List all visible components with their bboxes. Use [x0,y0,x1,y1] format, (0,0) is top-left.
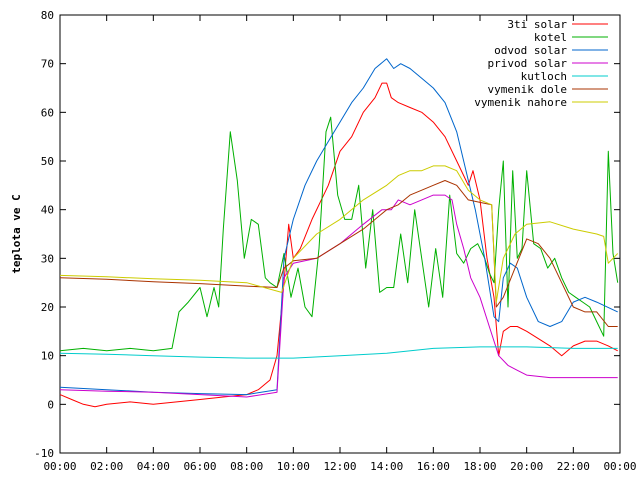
x-tick-label: 22:00 [557,460,590,473]
x-tick-label: 18:00 [463,460,496,473]
x-tick-label: 00:00 [43,460,76,473]
x-tick-label: 20:00 [510,460,543,473]
y-tick-label: 30 [41,252,54,265]
x-tick-label: 08:00 [230,460,263,473]
y-tick-label: 80 [41,9,54,22]
x-tick-label: 04:00 [137,460,170,473]
x-tick-label: 06:00 [183,460,216,473]
y-tick-label: -10 [34,447,54,460]
series-line-3 [59,58,618,396]
y-tick-label: 20 [41,301,54,314]
x-tick-label: 12:00 [323,460,356,473]
y-tick-label: 70 [41,58,54,71]
legend-label: kotel [534,31,567,44]
legend-label: kutloch [521,70,567,83]
legend-label: odvod solar [494,44,567,57]
y-tick-label: 40 [41,204,54,217]
legend-label: 3ti solar [507,18,567,31]
legend-label: vymenik dole [488,83,567,96]
x-tick-label: 02:00 [90,460,123,473]
series-line-4 [59,194,618,398]
x-tick-label: 10:00 [277,460,310,473]
series-line-2 [59,116,619,352]
x-tick-label: 16:00 [417,460,450,473]
legend-label: vymenik nahore [474,96,567,109]
y-tick-label: 10 [41,350,54,363]
y-tick-label: 0 [47,398,54,411]
series-line-6 [59,180,618,327]
y-tick-label: 50 [41,155,54,168]
x-axis: 00:00 02:00 04:00 06:00 08:00 10:00 12:00 14:00… [43,15,637,473]
series-line-7 [59,165,619,303]
y-axis-label: teplota ve C [10,194,23,273]
legend-label: privod solar [488,57,568,70]
x-tick-label: 14:00 [370,460,403,473]
series-layer [59,58,619,408]
y-tick-label: 60 [41,106,54,119]
y-axis: -10 0 10 20 30 40 50 60 70 80 [34,9,620,460]
series-line-5 [59,346,618,359]
x-tick-label: 00:00 [603,460,636,473]
series-line-1 [59,82,618,408]
